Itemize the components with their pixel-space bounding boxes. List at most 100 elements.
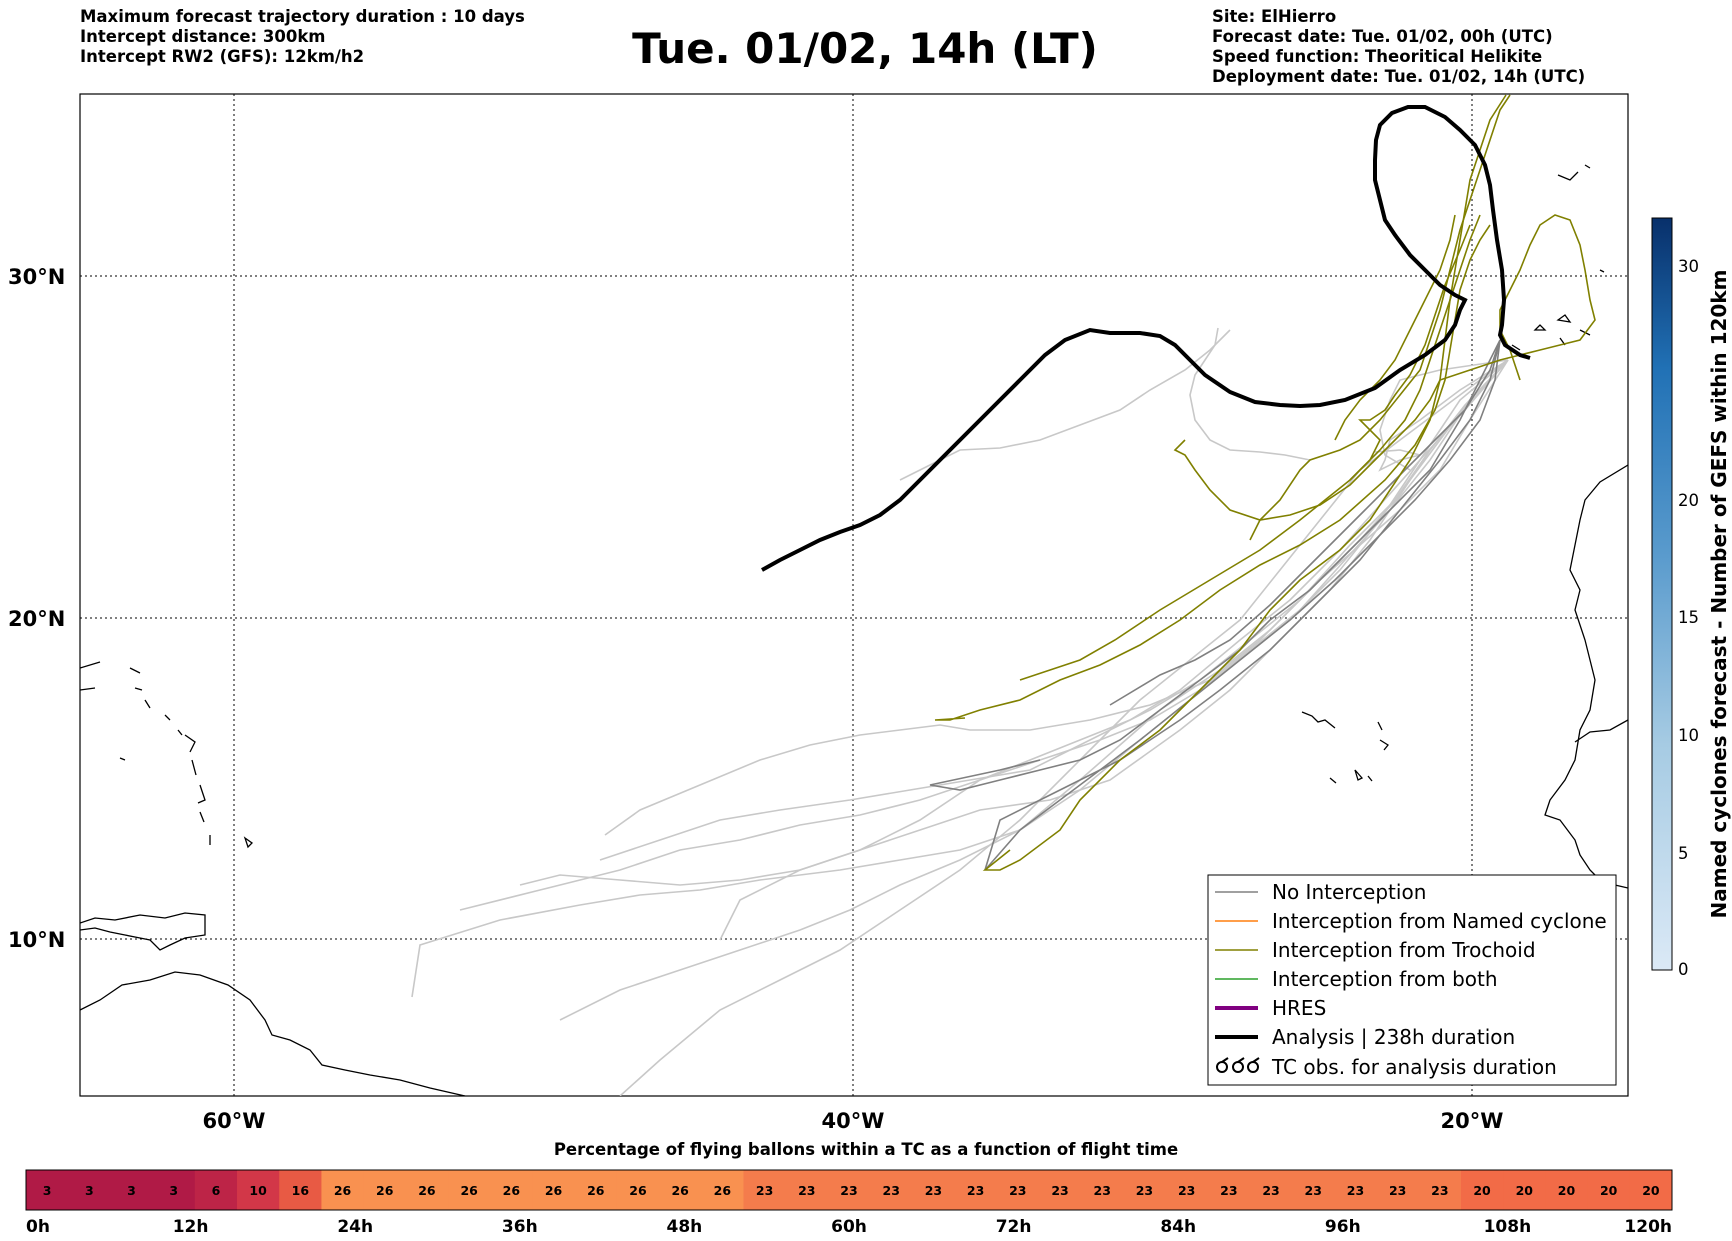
strip-tick-label: 0h <box>26 1217 50 1237</box>
strip-cell <box>574 1170 618 1210</box>
strip-cell <box>532 1170 576 1210</box>
strip-cell-value: 3 <box>85 1183 94 1198</box>
strip-tick-label: 48h <box>667 1217 703 1237</box>
speed-function-text: Speed function: Theoritical Helikite <box>1212 47 1543 66</box>
strip-cell <box>1418 1170 1462 1210</box>
strip-tick-label: 24h <box>337 1217 373 1237</box>
south-america-coast <box>80 971 466 1096</box>
strip-cell <box>1460 1170 1504 1210</box>
cb-tick-5: 5 <box>1678 844 1689 863</box>
traj-light-12 <box>1189 327 1311 461</box>
cb-tick-30: 30 <box>1678 257 1699 276</box>
longitude-labels: 60°W 40°W 20°W <box>203 1109 1504 1133</box>
header-left-info: Maximum forecast trajectory duration : 1… <box>80 7 525 67</box>
colorbar-label: Named cyclones forecast - Number of GEFS… <box>1707 270 1731 919</box>
strip-cell-value: 26 <box>503 1183 521 1198</box>
intercept-distance-text: Intercept distance: 300km <box>80 27 326 46</box>
strip-cell <box>321 1170 365 1210</box>
strip-cell-value: 26 <box>460 1183 478 1198</box>
strip-cell <box>785 1170 829 1210</box>
strip-cell-value: 3 <box>43 1183 52 1198</box>
cb-tick-10: 10 <box>1678 726 1699 745</box>
strip-cell <box>1545 1170 1589 1210</box>
west-africa-bulge <box>1574 719 1628 743</box>
strip-cell <box>1123 1170 1167 1210</box>
strip-cell <box>1587 1170 1631 1210</box>
strip-cell-value: 26 <box>545 1183 563 1198</box>
strip-cell <box>1038 1170 1082 1210</box>
strip-tick-label: 120h <box>1624 1217 1672 1237</box>
strip-cell <box>363 1170 407 1210</box>
strip-cell-value: 10 <box>249 1183 267 1198</box>
strip-cell-value: 23 <box>798 1183 815 1198</box>
strip-cell-value: 23 <box>1009 1183 1026 1198</box>
strip-cell <box>1629 1170 1673 1210</box>
strip-cell <box>152 1170 196 1210</box>
legend-label-hres: HRES <box>1272 996 1326 1020</box>
traj-olive-7 <box>1334 214 1456 441</box>
legend-label-both: Interception from both <box>1272 967 1498 991</box>
strip-cell-value: 6 <box>212 1183 221 1198</box>
strip-cell-value: 23 <box>756 1183 773 1198</box>
strip-cell-value: 20 <box>1600 1183 1618 1198</box>
traj-light-7 <box>599 359 1509 861</box>
cyclone-symbol-icon <box>1216 1057 1260 1073</box>
strip-cell <box>1249 1170 1293 1210</box>
traj-light-8 <box>604 359 1509 836</box>
legend: No Interception Interception from Named … <box>1207 874 1617 1086</box>
strip-tick-label: 60h <box>831 1217 867 1237</box>
traj-olive-2 <box>934 224 1491 721</box>
strip-cell <box>194 1170 238 1210</box>
strip-cell <box>1503 1170 1546 1210</box>
madeira-iberia <box>1557 164 1605 273</box>
lat-label-30n: 30°N <box>8 265 65 289</box>
lon-label-20w: 20°W <box>1441 1109 1504 1133</box>
strip-cell <box>1334 1170 1378 1210</box>
max-duration-text: Maximum forecast trajectory duration : 1… <box>80 7 525 26</box>
legend-item-tc-obs: TC obs. for analysis duration <box>1216 1055 1557 1079</box>
traj-olive-6 <box>1349 224 1471 481</box>
strip-cell-value: 23 <box>1178 1183 1195 1198</box>
strip-cell-value: 26 <box>587 1183 605 1198</box>
strip-tick-label: 84h <box>1160 1217 1196 1237</box>
strip-cell-value: 26 <box>418 1183 436 1198</box>
strip-cell <box>743 1170 787 1210</box>
strip-cell <box>110 1170 154 1210</box>
deployment-date-text: Deployment date: Tue. 01/02, 14h (UTC) <box>1212 67 1586 86</box>
lat-label-10n: 10°N <box>8 928 65 952</box>
strip-cell-value: 16 <box>292 1183 310 1198</box>
cb-tick-0: 0 <box>1678 960 1689 979</box>
strip-tick-label: 36h <box>502 1217 538 1237</box>
legend-item-trochoid: Interception from Trochoid <box>1215 938 1536 962</box>
strip-time-ticks: 0h 12h 24h 36h 48h 60h 72h 84h 96h 108h 120h <box>26 1217 1672 1237</box>
strip-cell-value: 26 <box>376 1183 394 1198</box>
strip-cell-value: 23 <box>883 1183 900 1198</box>
strip-cell <box>1081 1170 1124 1210</box>
main-title: Tue. 01/02, 14h (LT) <box>632 24 1098 73</box>
strip-cell <box>1376 1170 1420 1210</box>
strip-cell-value: 23 <box>1305 1183 1322 1198</box>
strip-cell <box>996 1170 1040 1210</box>
traj-grey-4 <box>1109 339 1501 706</box>
traj-light-1 <box>619 359 1509 1096</box>
legend-item-analysis: Analysis | 238h duration <box>1215 1025 1515 1049</box>
strip-cell-value: 26 <box>671 1183 689 1198</box>
strip-cell-value: 26 <box>714 1183 732 1198</box>
traj-light-9 <box>1374 359 1509 472</box>
legend-item-hres: HRES <box>1215 996 1326 1020</box>
strip-cell-value: 23 <box>1094 1183 1111 1198</box>
strip-cell <box>827 1170 871 1210</box>
traj-olive-5 <box>1249 94 1511 541</box>
strip-tick-label: 12h <box>173 1217 209 1237</box>
strip-cell <box>1207 1170 1251 1210</box>
strip-cell-value: 20 <box>1473 1183 1491 1198</box>
legend-label-named-cyclone: Interception from Named cyclone <box>1272 909 1607 933</box>
strip-cell-value: 20 <box>1558 1183 1576 1198</box>
site-text: Site: ElHierro <box>1212 7 1337 26</box>
strip-tick-label: 108h <box>1484 1217 1532 1237</box>
latitude-labels: 30°N 20°N 10°N <box>8 265 65 952</box>
strip-cell-value: 23 <box>1136 1183 1153 1198</box>
strip-cell-value: 20 <box>1642 1183 1660 1198</box>
traj-light-4 <box>519 359 1509 886</box>
